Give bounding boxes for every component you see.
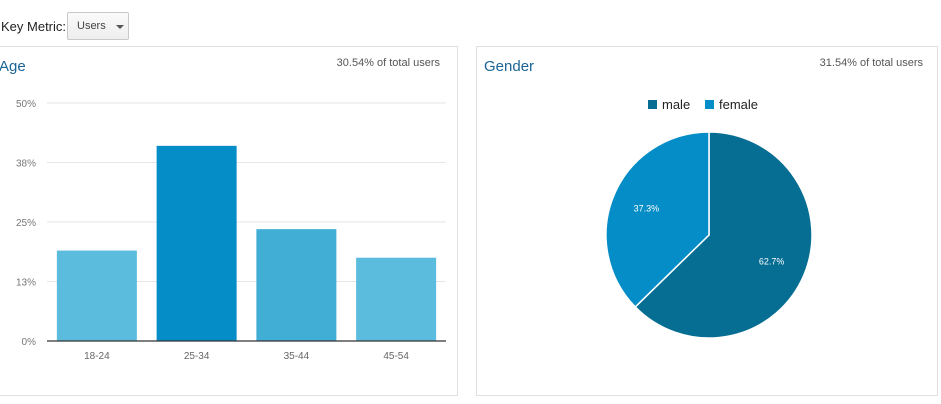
x-tick-label: 45-54	[383, 351, 409, 362]
y-tick-label: 0%	[22, 337, 37, 348]
y-tick-label: 50%	[16, 99, 36, 110]
pie-slice-female[interactable]	[605, 131, 710, 308]
x-tick-label: 18-24	[84, 351, 110, 362]
caret-down-icon	[116, 25, 124, 29]
gender-title: Gender	[484, 58, 535, 75]
bar-35-44[interactable]	[256, 229, 337, 341]
legend-swatch-female	[705, 100, 714, 109]
bar-45-54[interactable]	[356, 257, 437, 341]
toolbar: Key Metric: Users	[0, 0, 941, 46]
legend-swatch-male	[648, 100, 657, 109]
pie-value-label: 37.3%	[634, 204, 660, 214]
key-metric-label: Key Metric:	[1, 19, 67, 34]
y-tick-label: 25%	[16, 218, 36, 229]
age-title: Age	[0, 58, 26, 75]
gender-card: Gender 31.54% of total users male female 6…	[476, 46, 938, 396]
gender-pie-chart: male female 62.7% 37.3%	[605, 97, 813, 339]
age-summary: 30.54% of total users	[336, 57, 440, 69]
key-metric-dropdown[interactable]: Users	[67, 12, 129, 40]
age-card: Age 30.54% of total users 0% 13% 25% 38% 50%…	[0, 46, 458, 396]
x-tick-label: 25-34	[184, 351, 210, 362]
bar-18-24[interactable]	[56, 250, 137, 341]
y-tick-label: 38%	[16, 159, 36, 170]
pie-slice-male[interactable]	[634, 131, 813, 339]
age-bar-chart: 0% 13% 25% 38% 50% 18-24 25-34 35-44 45-54	[16, 99, 446, 362]
x-tick-label: 35-44	[284, 351, 310, 362]
legend-label-male: male	[662, 97, 690, 112]
gender-summary: 31.54% of total users	[819, 57, 923, 69]
key-metric-value: Users	[77, 20, 106, 32]
pie-value-label: 62.7%	[759, 256, 785, 266]
y-tick-label: 13%	[16, 278, 36, 289]
legend-label-female: female	[719, 97, 758, 112]
bar-25-34[interactable]	[156, 145, 237, 341]
